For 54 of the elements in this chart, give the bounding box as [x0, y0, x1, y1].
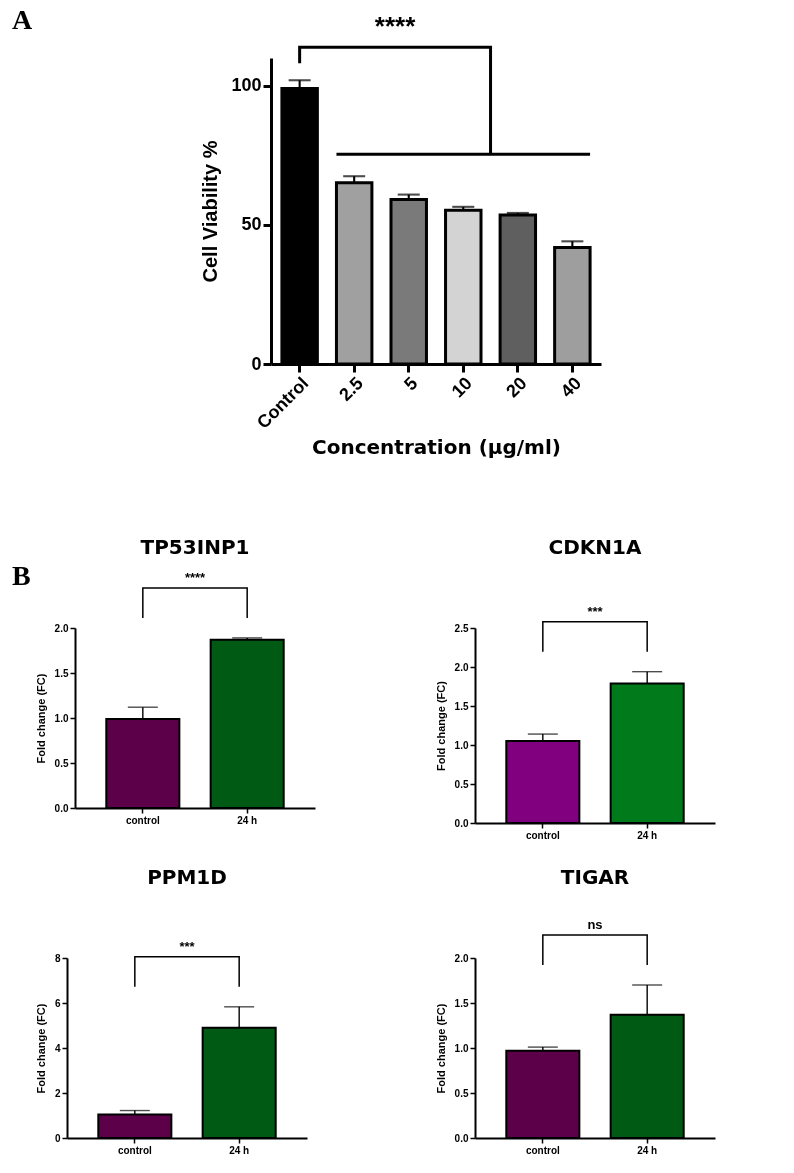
y-tick-label: 1.0 — [454, 1042, 469, 1054]
y-axis-title: Fold change (FC) — [34, 1003, 47, 1094]
text: A — [12, 4, 33, 36]
x-tick-label: 10 — [447, 373, 476, 402]
chart-title: CDKN1A — [548, 535, 642, 559]
y-axis-title: Fold change (FC) — [434, 680, 447, 771]
y-tick-label: 0.0 — [454, 817, 469, 829]
text: *** — [587, 603, 604, 619]
y-tick-label: 1.0 — [54, 712, 69, 724]
x-tick-label: 5 — [400, 373, 422, 395]
y-tick-label: 2 — [54, 1087, 61, 1099]
text: **** — [184, 569, 207, 585]
x-tick-label: 24 h — [637, 1144, 658, 1156]
chart-title: PPM1D — [147, 865, 227, 889]
x-tick-label: 24 h — [637, 829, 658, 841]
x-tick-label: control — [525, 1144, 560, 1156]
x-tick-label: 20 — [502, 373, 531, 402]
y-tick-label: 0.0 — [54, 802, 69, 814]
y-tick-label: 4 — [54, 1042, 61, 1054]
y-tick-label: 8 — [54, 952, 61, 964]
y-tick-label: 0 — [251, 353, 262, 374]
y-tick-label: 1.5 — [54, 667, 69, 679]
text: **** — [374, 11, 417, 42]
chart-title: TIGAR — [560, 865, 630, 889]
y-tick-label: 0.5 — [454, 778, 469, 790]
y-tick-label: 2.0 — [454, 952, 469, 964]
x-tick-label: control — [525, 829, 560, 841]
chart-title: TP53INP1 — [140, 535, 250, 559]
x-tick-label: 24 h — [229, 1144, 250, 1156]
y-tick-label: 1.0 — [454, 739, 469, 751]
y-tick-label: 2.0 — [54, 622, 69, 634]
y-tick-label: 2.5 — [454, 622, 469, 634]
x-axis-title: Concentration (µg/ml) — [312, 435, 561, 460]
y-axis-title: Cell Viability % — [199, 140, 222, 283]
x-tick-label: 24 h — [237, 814, 258, 826]
text: ns — [587, 917, 603, 932]
y-tick-label: 6 — [54, 997, 61, 1009]
y-tick-label: 50 — [241, 214, 262, 235]
x-tick-label: control — [125, 814, 160, 826]
y-tick-label: 0.5 — [54, 757, 69, 769]
y-tick-label: 0.5 — [454, 1087, 469, 1099]
y-axis-title: Fold change (FC) — [434, 1003, 447, 1094]
x-tick-label: 2.5 — [335, 373, 367, 405]
y-axis-title: Fold change (FC) — [34, 673, 47, 764]
x-tick-label: control — [117, 1144, 152, 1156]
text: B — [12, 560, 31, 592]
y-tick-label: 100 — [231, 75, 262, 96]
y-tick-label: 0.0 — [454, 1132, 469, 1144]
y-tick-label: 1.5 — [454, 700, 469, 712]
y-tick-label: 2.0 — [454, 661, 469, 673]
y-tick-label: 1.5 — [454, 997, 469, 1009]
text: *** — [179, 938, 196, 954]
y-tick-label: 0 — [54, 1132, 61, 1144]
x-tick-label: 40 — [556, 373, 586, 402]
